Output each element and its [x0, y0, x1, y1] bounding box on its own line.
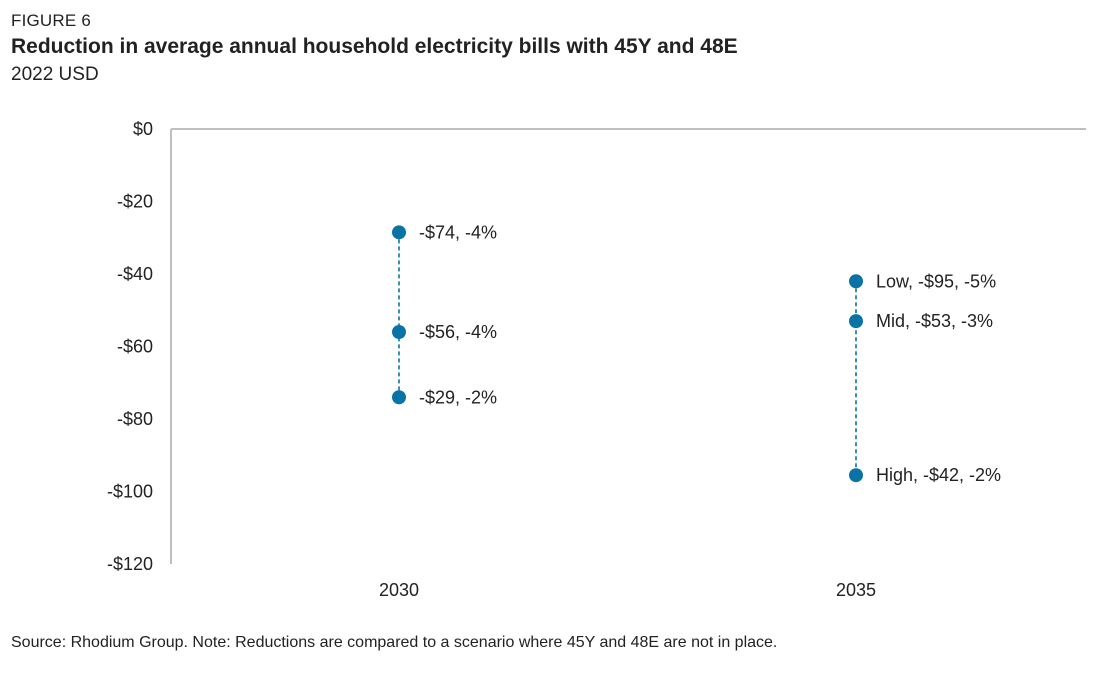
data-label: Low, -$95, -5% — [876, 271, 996, 291]
data-point — [849, 468, 863, 483]
data-label: -$29, -2% — [419, 387, 497, 407]
data-point — [849, 274, 863, 289]
data-point — [392, 325, 406, 339]
data-point — [392, 225, 406, 240]
y-tick-label: -$20 — [117, 192, 153, 212]
chart-subtitle: 2022 USD — [11, 64, 99, 85]
data-label: High, -$42, -2% — [876, 465, 1001, 485]
range-connectors — [398, 232, 857, 476]
y-tick-label: -$100 — [107, 482, 153, 502]
y-tick-label: -$60 — [117, 337, 153, 357]
y-tick-label: -$40 — [117, 264, 153, 284]
x-tick-label: 2030 — [379, 580, 419, 600]
data-point — [849, 314, 863, 329]
data-points — [392, 225, 863, 483]
source-note: Source: Rhodium Group. Note: Reductions … — [11, 634, 778, 651]
figure-label: FIGURE 6 — [11, 11, 92, 30]
chart-axes: $0 -$20 -$40 -$60 -$80 -$100 -$120 2030 2035 — [107, 119, 1086, 600]
data-label: -$74, -4% — [419, 222, 497, 242]
data-point — [392, 390, 406, 405]
data-labels: -$74, -4% -$56, -4% -$29, -2% Low, -$95, -5… — [419, 222, 1001, 485]
chart-title: Reduction in average annual household el… — [11, 35, 738, 58]
y-tick-label: $0 — [133, 119, 153, 139]
y-tick-label: -$80 — [117, 409, 153, 429]
data-label: Mid, -$53, -3% — [876, 311, 993, 331]
y-tick-label: -$120 — [107, 554, 153, 574]
x-tick-label: 2035 — [836, 580, 876, 600]
data-label: -$56, -4% — [419, 322, 497, 342]
